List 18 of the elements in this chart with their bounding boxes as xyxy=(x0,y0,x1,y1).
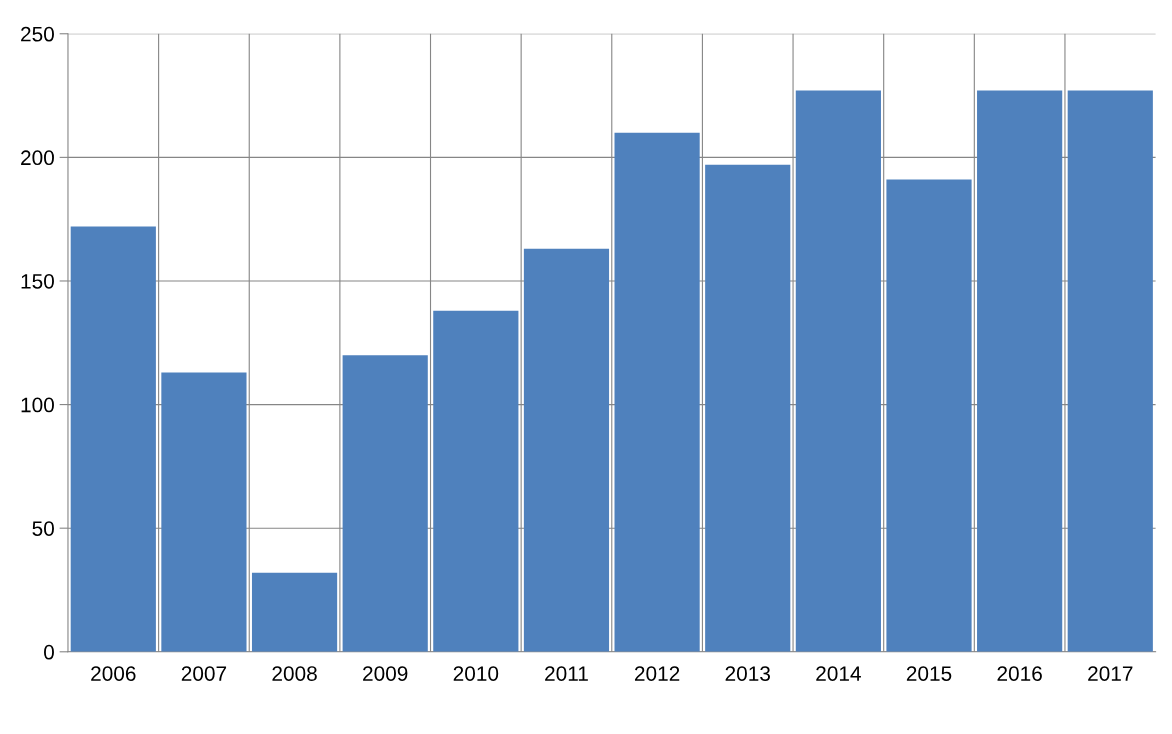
x-tick-label: 2012 xyxy=(634,666,680,681)
x-tick-label: 2014 xyxy=(816,666,861,681)
x-tick-label: 2015 xyxy=(906,666,952,681)
y-tick-label: 100 xyxy=(21,397,54,413)
x-tick-label: 2006 xyxy=(91,666,136,681)
x-tick-label: 2013 xyxy=(725,666,770,681)
x-tick-label: 2009 xyxy=(363,666,408,681)
y-tick-label: 200 xyxy=(21,150,54,166)
y-tick-label: 0 xyxy=(44,644,54,660)
x-tick-label: 2016 xyxy=(997,666,1042,681)
x-tick-label: 2007 xyxy=(181,666,227,681)
x-tick-label: 2008 xyxy=(272,666,317,681)
y-tick-label: 50 xyxy=(32,521,54,536)
y-tick-label: 150 xyxy=(21,273,54,289)
x-tick-label: 2010 xyxy=(453,666,499,681)
y-tick-label: 250 xyxy=(21,26,54,42)
x-tick-label: 2017 xyxy=(1088,666,1133,681)
x-tick-label: 2011 xyxy=(545,666,588,681)
